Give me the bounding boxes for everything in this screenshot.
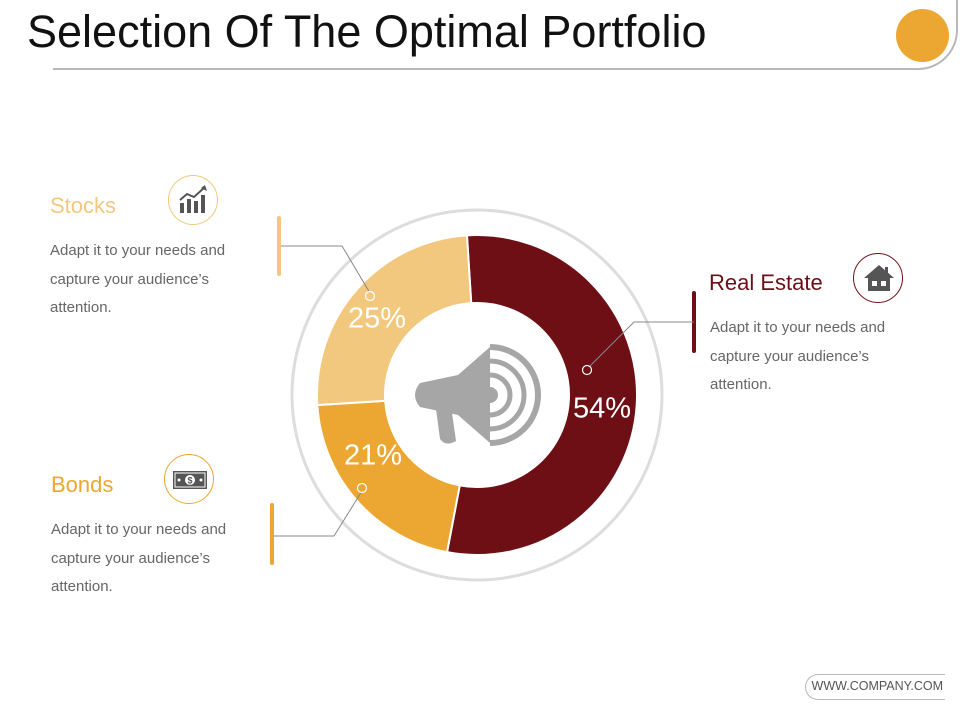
dollar-bill-icon: $ [173,471,207,489]
stocks-icon-circle [168,175,218,225]
title-frame [53,0,958,70]
chart-outer-ring [290,208,664,582]
bonds-leader-dot [356,482,368,494]
company-url[interactable]: WWW.COMPANY.COM [805,674,945,700]
title-accent-dot [896,9,949,62]
bonds-accent-bar [270,503,274,565]
bonds-icon-circle: $ [164,454,214,504]
bonds-title: Bonds [51,472,114,497]
stocks-leader-dot [364,290,376,302]
data-label-real-estate: 54% [573,393,631,425]
svg-text:$: $ [187,476,192,486]
megaphone-icon [415,344,541,446]
page-title: Selection Of The Optimal Portfolio [27,6,707,57]
slice-bonds [316,399,461,554]
stocks-title: Stocks [50,193,117,218]
stocks-description: Adapt it to your needs and capture your … [50,242,226,316]
data-label-bonds: 21% [344,440,402,472]
house-icon [864,265,894,291]
stocks-accent-bar [277,216,281,276]
data-label-stocks: 25% [348,303,406,335]
real-estate-icon-circle [853,253,903,303]
slice-stocks [316,234,473,407]
stocks-leader-line [281,245,371,294]
bonds-leader-line [274,490,363,537]
real-estate-description: Adapt it to your needs and capture your … [710,319,886,393]
slice-real-estate [445,234,639,556]
real-estate-leader-line [587,321,694,369]
real-estate-title: Real Estate [709,270,823,295]
bar-chart-growth-icon [179,185,207,213]
real-estate-leader-dot [581,364,593,376]
bonds-description: Adapt it to your needs and capture your … [51,521,227,595]
